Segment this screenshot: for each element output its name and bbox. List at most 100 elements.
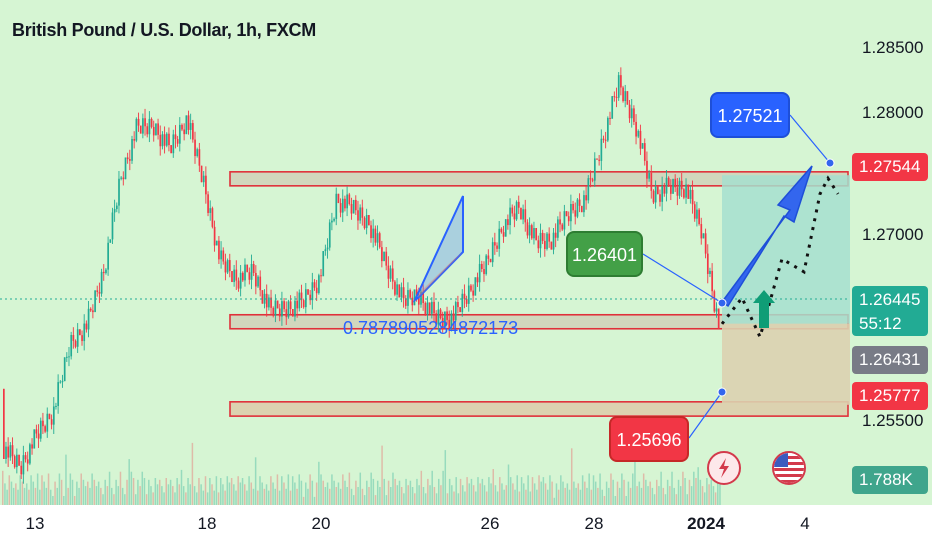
candle-body — [409, 290, 411, 298]
volume-bar — [45, 487, 48, 505]
candle-body — [676, 187, 679, 196]
us-flag-icon[interactable] — [772, 451, 806, 485]
entry-callout[interactable]: 1.26401 — [566, 231, 643, 277]
candle-body — [252, 263, 255, 273]
volume-bar — [318, 461, 320, 505]
candle-body — [224, 261, 227, 273]
candle-body — [639, 130, 642, 149]
volume-bar — [392, 472, 394, 505]
volume-bar — [647, 486, 649, 505]
candle-body — [504, 219, 507, 237]
volume-bar — [239, 482, 242, 505]
volume-bar — [520, 477, 523, 505]
volume-bar — [30, 475, 32, 505]
volume-bar — [241, 478, 244, 505]
candle-body — [637, 130, 640, 137]
volume-bar — [261, 482, 263, 505]
volume-bar — [551, 481, 553, 505]
candle-body — [148, 118, 151, 135]
volume-bar — [666, 479, 669, 505]
volume-bar — [634, 452, 636, 505]
volume-bar — [640, 487, 643, 505]
volume-bar — [564, 487, 566, 505]
volume-bar — [283, 482, 285, 505]
candle-body — [611, 96, 614, 119]
volume-bar — [278, 490, 281, 505]
candle-body — [633, 108, 635, 122]
candle-body — [155, 123, 157, 136]
candle-body — [322, 251, 325, 277]
candle-body — [294, 300, 296, 317]
candle-body — [593, 158, 596, 181]
volume-bar — [514, 489, 516, 505]
candle-body — [620, 75, 622, 88]
candle-body — [189, 123, 192, 130]
volume-bar — [390, 487, 392, 505]
candle-body — [187, 115, 190, 130]
volume-bar — [688, 479, 691, 505]
candle-body — [328, 222, 331, 248]
candle-body — [661, 186, 664, 202]
candle-body — [698, 209, 700, 225]
volume-bar — [699, 479, 702, 505]
volume-bar — [627, 481, 630, 505]
volume-bar — [154, 478, 157, 505]
volume-bar — [220, 478, 222, 505]
support-price-tag: 1.25777 — [852, 382, 928, 410]
candle-body — [391, 268, 394, 282]
plot-area[interactable] — [0, 0, 850, 505]
candle-body — [715, 308, 718, 312]
volume-bar — [87, 481, 89, 505]
candle-body — [57, 382, 60, 406]
volume-bar — [126, 479, 128, 505]
price-axis[interactable] — [850, 0, 932, 505]
volume-bar — [34, 487, 37, 505]
volume-bar — [41, 475, 43, 505]
volume-bar — [608, 487, 610, 505]
volume-bar — [625, 496, 627, 505]
candle-body — [237, 280, 240, 289]
candle-body — [276, 300, 279, 309]
volume-bar — [518, 491, 521, 505]
zone-support — [229, 401, 849, 417]
volume-bar — [403, 493, 405, 505]
candle-body — [133, 139, 136, 141]
volume-bar — [555, 483, 558, 505]
volume-bar — [706, 478, 708, 505]
volume-bar — [187, 478, 189, 505]
candle-body — [444, 311, 446, 327]
candle-body — [79, 329, 81, 336]
candle-body — [85, 323, 88, 330]
candle-body — [537, 240, 540, 249]
candle-body — [211, 208, 214, 227]
candle-body — [515, 201, 518, 220]
volume-bar — [213, 490, 215, 505]
candle-body — [481, 263, 483, 270]
time-axis[interactable] — [0, 505, 932, 550]
candle-body — [92, 310, 94, 313]
candle-body — [320, 275, 322, 277]
candle-body — [370, 225, 372, 239]
volume-bar — [12, 487, 15, 505]
candle-body — [439, 309, 442, 318]
candle-body — [683, 189, 685, 198]
volume-bar — [695, 478, 697, 505]
target-callout[interactable]: 1.27521 — [710, 92, 790, 138]
volume-bar — [623, 479, 625, 505]
candle-body — [144, 118, 146, 127]
volume-bar — [191, 442, 194, 505]
candle-body — [622, 87, 624, 102]
volume-bar — [49, 489, 52, 505]
candle-body — [42, 420, 44, 427]
candle-body — [213, 226, 216, 246]
volume-bar — [342, 474, 344, 505]
stop-callout[interactable]: 1.25696 — [609, 416, 689, 462]
volume-bar — [708, 484, 710, 505]
volume-bar — [717, 478, 719, 505]
candle-body — [220, 250, 222, 260]
candle-body — [533, 228, 535, 239]
candle-body — [428, 302, 431, 314]
lightning-icon[interactable] — [707, 451, 741, 485]
volume-bar — [379, 487, 381, 505]
